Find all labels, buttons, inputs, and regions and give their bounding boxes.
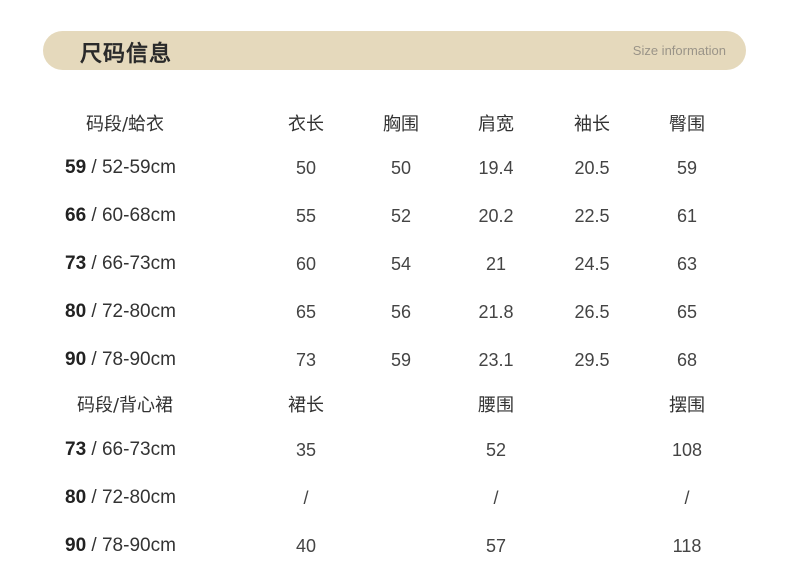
size-range: / 66-73cm (91, 439, 176, 460)
table-cell: 50 (390, 158, 412, 178)
column-header: 肩宽 (478, 114, 514, 135)
table-cell: 55 (295, 206, 317, 226)
table-cell: 35 (295, 440, 317, 460)
table-cell: / (303, 488, 309, 508)
size-label: 80 / 72-80cm (65, 297, 176, 327)
size-code: 90 (65, 535, 87, 556)
table-cell: 21.8 (478, 302, 514, 322)
table-cell: 68 (676, 350, 698, 370)
table-cell: / (493, 488, 499, 508)
table-row: 73 / 66-73cm 35 52 108 (0, 435, 790, 465)
size-code: 73 (65, 253, 87, 274)
section-header: 尺码信息 Size information (43, 31, 746, 70)
table-cell: 23.1 (478, 350, 514, 370)
table-cell: 63 (676, 254, 698, 274)
table-cell: 54 (390, 254, 412, 274)
size-label: 59 / 52-59cm (65, 153, 176, 183)
size-range: / 66-73cm (91, 253, 176, 274)
table-cell: 26.5 (574, 302, 610, 322)
size-code: 80 (65, 487, 87, 508)
table-cell: 57 (485, 536, 507, 556)
section-title: 尺码信息 (80, 42, 173, 67)
table-row: 90 / 78-90cm 73 59 23.1 29.5 68 (0, 345, 790, 375)
table-cell: 24.5 (574, 254, 610, 274)
table-cell: 108 (671, 440, 703, 460)
table-cell: 52 (390, 206, 412, 226)
table-header-row: 码段/背心裙 裙长 腰围 摆围 (0, 391, 790, 421)
column-header: 衣长 (288, 114, 324, 135)
column-header: 摆围 (669, 395, 705, 416)
size-range: / 60-68cm (91, 205, 176, 226)
table-cell: 73 (295, 350, 317, 370)
table-row: 73 / 66-73cm 60 54 21 24.5 63 (0, 249, 790, 279)
table-cell: 118 (672, 536, 702, 556)
table-row: 80 / 72-80cm / / / (0, 483, 790, 513)
table-cell: 59 (390, 350, 412, 370)
column-header: 臀围 (669, 114, 705, 135)
size-label: 66 / 60-68cm (65, 201, 176, 231)
size-label: 90 / 78-90cm (65, 531, 176, 561)
table-row: 80 / 72-80cm 65 56 21.8 26.5 65 (0, 297, 790, 327)
table-cell: 61 (676, 206, 698, 226)
table-cell: 20.2 (478, 206, 514, 226)
column-header: 腰围 (478, 395, 514, 416)
table-cell: 65 (676, 302, 698, 322)
size-range: / 52-59cm (91, 157, 176, 178)
column-header: 裙长 (288, 395, 324, 416)
size-label: 80 / 72-80cm (65, 483, 176, 513)
table-row: 66 / 60-68cm 55 52 20.2 22.5 61 (0, 201, 790, 231)
table-cell: 50 (295, 158, 317, 178)
table-cell: 40 (295, 536, 317, 556)
size-range: / 72-80cm (91, 487, 176, 508)
table-cell: 29.5 (574, 350, 610, 370)
size-code: 73 (65, 439, 87, 460)
table-cell: 59 (676, 158, 698, 178)
table-header-row: 码段/蛤衣 衣长 胸围 肩宽 袖长 臀围 (0, 110, 790, 140)
size-code: 66 (65, 205, 87, 226)
size-label: 73 / 66-73cm (65, 249, 176, 279)
table-row: 59 / 52-59cm 50 50 19.4 20.5 59 (0, 153, 790, 183)
table-cell: / (684, 488, 690, 508)
section-subtitle: Size information (632, 43, 726, 58)
column-header: 胸围 (383, 114, 419, 135)
column-header: 袖长 (574, 114, 610, 135)
size-code: 90 (65, 349, 87, 370)
table-cell: 56 (390, 302, 412, 322)
table-cell: 22.5 (574, 206, 610, 226)
table-row: 90 / 78-90cm 40 57 118 (0, 531, 790, 561)
table-cell: 19.4 (478, 158, 514, 178)
table-cell: 52 (485, 440, 507, 460)
table-cell: 20.5 (574, 158, 610, 178)
size-label: 73 / 66-73cm (65, 435, 176, 465)
size-range: / 72-80cm (91, 301, 176, 322)
header-size-label: 码段/蛤衣 (85, 114, 165, 135)
size-range: / 78-90cm (91, 349, 176, 370)
header-size-label: 码段/背心裙 (76, 395, 174, 416)
size-code: 59 (65, 157, 87, 178)
table-cell: 60 (295, 254, 317, 274)
table-cell: 65 (295, 302, 317, 322)
table-cell: 21 (485, 254, 507, 274)
size-code: 80 (65, 301, 87, 322)
size-label: 90 / 78-90cm (65, 345, 176, 375)
size-range: / 78-90cm (91, 535, 176, 556)
